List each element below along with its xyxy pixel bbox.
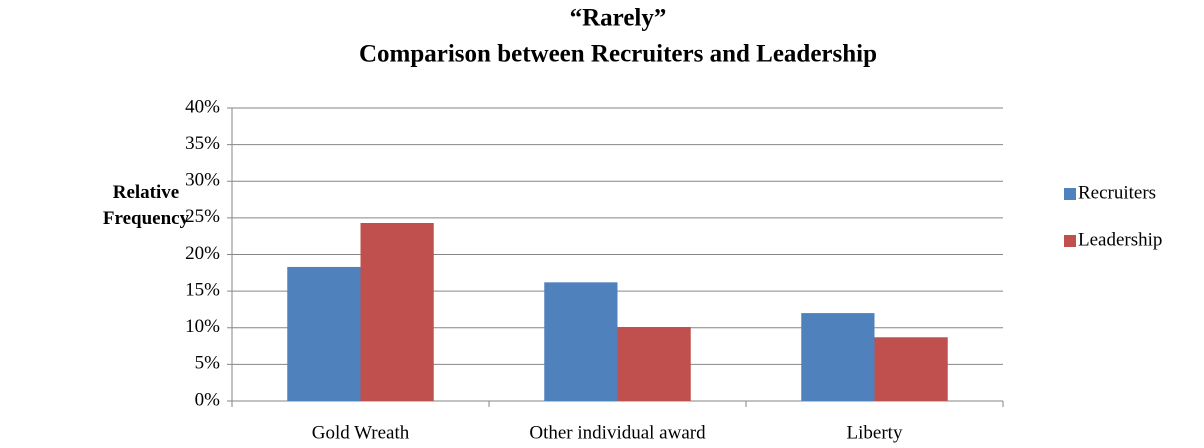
- y-tick-label: 30%: [185, 170, 220, 191]
- bar: [874, 337, 948, 401]
- legend-label: Leadership: [1078, 229, 1162, 250]
- legend-label: Recruiters: [1078, 182, 1156, 203]
- y-tick-label: 0%: [195, 389, 221, 410]
- x-tick-label: Liberty: [847, 422, 903, 443]
- x-tick-label: Other individual award: [529, 422, 706, 443]
- bar: [544, 282, 618, 401]
- y-tick-label: 25%: [185, 206, 220, 227]
- chart-subtitle: Comparison between Recruiters and Leader…: [359, 41, 877, 68]
- legend-swatch: [1064, 188, 1076, 200]
- y-tick-label: 20%: [185, 243, 220, 264]
- y-tick-label: 10%: [185, 316, 220, 337]
- bar: [801, 313, 875, 401]
- y-tick-label: 5%: [195, 353, 221, 374]
- y-tick-label: 40%: [185, 96, 220, 117]
- bar: [287, 266, 361, 401]
- y-tick-label: 35%: [185, 133, 220, 154]
- bar: [617, 327, 691, 401]
- x-tick-label: Gold Wreath: [312, 422, 410, 443]
- y-tick-label: 15%: [185, 279, 220, 300]
- legend-swatch: [1064, 235, 1076, 247]
- chart-title: “Rarely”: [570, 5, 667, 32]
- bar: [360, 223, 434, 401]
- y-axis-label: Relative Frequency: [102, 182, 190, 229]
